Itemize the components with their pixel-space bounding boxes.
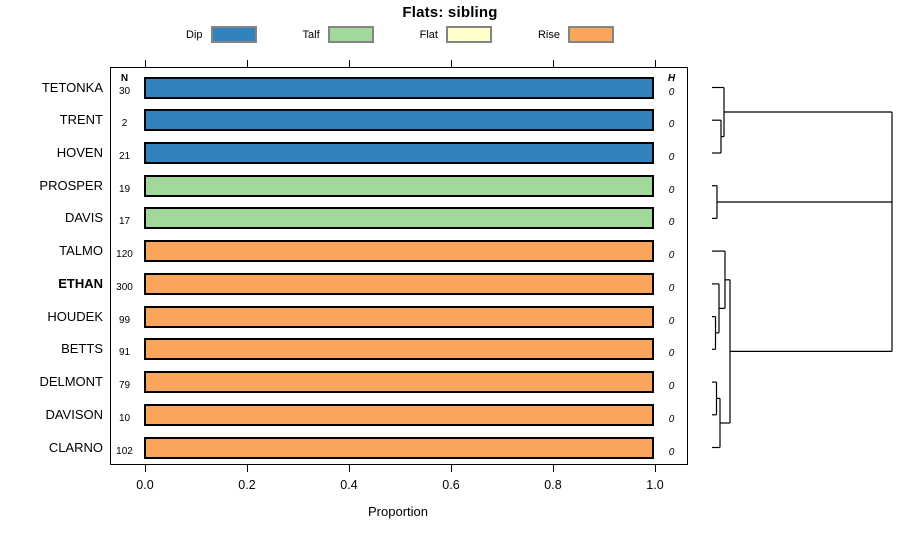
bar-clarno xyxy=(144,436,654,459)
bar-ethan xyxy=(144,272,654,295)
h-value: 0 xyxy=(668,86,675,98)
bar-tetonka xyxy=(144,76,654,99)
x-tick-bottom xyxy=(348,465,350,472)
x-tick-top xyxy=(450,60,452,67)
h-value: 0 xyxy=(668,119,675,131)
x-axis-title: Proportion xyxy=(368,504,428,519)
legend-swatch-flat xyxy=(445,26,492,43)
n-value: 120 xyxy=(116,249,133,261)
chart-title: Flats: sibling xyxy=(402,4,498,21)
x-tick-top xyxy=(654,60,656,67)
h-value: 0 xyxy=(668,151,675,163)
bar-trent xyxy=(144,109,654,132)
legend-label: Rise xyxy=(537,28,560,41)
legend-swatch-rise xyxy=(568,26,614,43)
x-tick-top xyxy=(552,60,554,67)
x-tick-top xyxy=(144,60,146,67)
h-value: 0 xyxy=(668,348,675,360)
n-value: 21 xyxy=(118,150,131,162)
x-tick-bottom xyxy=(246,465,248,472)
x-tick-bottom xyxy=(450,465,452,472)
x-tick-label: 0.6 xyxy=(442,478,460,492)
x-tick-bottom xyxy=(144,465,146,472)
legend-item-rise: Rise xyxy=(538,26,614,43)
legend-item-dip: Dip xyxy=(186,26,257,43)
legend-label: Talf xyxy=(302,28,320,41)
row-label-houdek: HOUDEK xyxy=(47,308,103,324)
x-tick-label: 1.0 xyxy=(646,478,664,492)
row-label-davis: DAVIS xyxy=(64,210,103,226)
h-value: 0 xyxy=(668,250,675,262)
row-label-trent: TRENT xyxy=(59,112,103,128)
bar-hoven xyxy=(144,141,654,164)
h-value: 0 xyxy=(668,446,675,458)
row-label-talmo: TALMO xyxy=(59,243,103,259)
row-label-davison: DAVISON xyxy=(45,406,103,422)
row-label-tetonka: TETONKA xyxy=(41,79,103,95)
n-value: 300 xyxy=(116,281,133,293)
row-label-ethan: ETHAN xyxy=(58,275,103,291)
x-tick-bottom xyxy=(552,465,554,472)
legend-item-talf: Talf xyxy=(303,26,374,43)
n-value: 99 xyxy=(118,314,131,326)
bar-betts xyxy=(144,338,654,361)
h-value: 0 xyxy=(668,282,675,294)
plot-area-border xyxy=(110,67,688,465)
legend: Dip Talf Flat Rise xyxy=(0,26,800,43)
bar-houdek xyxy=(144,305,654,328)
n-column-header: N xyxy=(120,73,129,84)
row-label-betts: BETTS xyxy=(61,341,103,357)
n-value: 17 xyxy=(118,216,131,228)
n-value: 10 xyxy=(118,412,131,424)
n-value: 30 xyxy=(118,85,131,97)
bar-talmo xyxy=(144,240,654,263)
x-tick-top xyxy=(348,60,350,67)
row-label-delmont: DELMONT xyxy=(39,374,103,390)
h-value: 0 xyxy=(668,217,675,229)
n-value: 79 xyxy=(118,380,131,392)
h-column-header: H xyxy=(667,73,676,84)
n-value: 2 xyxy=(121,118,128,130)
bar-davison xyxy=(144,403,654,426)
x-tick-top xyxy=(246,60,248,67)
row-label-hoven: HOVEN xyxy=(56,144,103,160)
x-tick-label: 0.8 xyxy=(544,478,562,492)
bar-davis xyxy=(144,207,654,230)
row-label-clarno: CLARNO xyxy=(48,439,103,455)
bar-prosper xyxy=(144,174,654,197)
n-value: 91 xyxy=(118,347,131,359)
row-label-prosper: PROSPER xyxy=(39,177,103,193)
bar-delmont xyxy=(144,371,654,394)
legend-label: Dip xyxy=(186,28,203,41)
legend-swatch-talf xyxy=(327,26,374,43)
h-value: 0 xyxy=(668,184,675,196)
legend-swatch-dip xyxy=(210,26,257,43)
x-tick-bottom xyxy=(654,465,656,472)
h-value: 0 xyxy=(668,315,675,327)
x-tick-label: 0.2 xyxy=(238,478,256,492)
n-value: 19 xyxy=(118,183,131,195)
x-tick-label: 0.0 xyxy=(136,478,154,492)
legend-label: Flat xyxy=(419,28,438,41)
n-value: 102 xyxy=(116,445,133,457)
h-value: 0 xyxy=(668,413,675,425)
x-tick-label: 0.4 xyxy=(340,478,358,492)
legend-item-flat: Flat xyxy=(420,26,492,43)
h-value: 0 xyxy=(668,381,675,393)
